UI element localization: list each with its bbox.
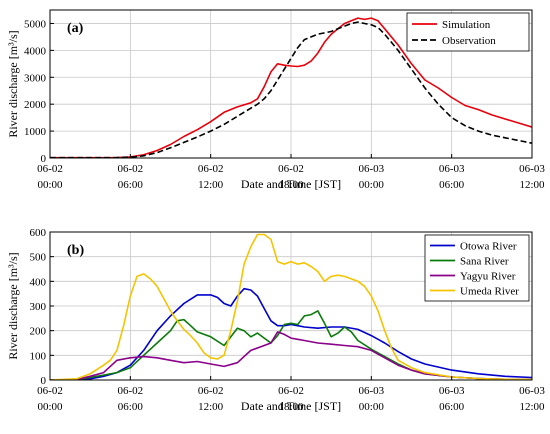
panel-b: 0 100 200 300 400 500 600 06-02 00:00 06-02 06:00 0… bbox=[6, 227, 545, 413]
x-tick-time: 00:00 bbox=[37, 401, 63, 413]
legend-label: Simulation bbox=[442, 19, 491, 31]
legend-label: Otowa River bbox=[460, 241, 517, 253]
x-tick-time: 12:00 bbox=[198, 401, 224, 413]
x-tick-date: 06-02 bbox=[117, 385, 143, 397]
x-tick-date: 06-03 bbox=[519, 385, 545, 397]
y-tick-label: 100 bbox=[30, 350, 47, 362]
legend: Simulation Observation bbox=[406, 12, 530, 52]
x-tick-date: 06-02 bbox=[37, 163, 63, 175]
x-tick-date: 06-02 bbox=[37, 385, 63, 397]
y-tick-label: 1000 bbox=[24, 126, 47, 138]
legend-box bbox=[406, 12, 530, 52]
x-tick-time: 00:00 bbox=[359, 401, 385, 413]
y-tick-label: 500 bbox=[30, 252, 47, 264]
x-axis-label: Date and Time [JST] bbox=[241, 399, 341, 413]
series-line-sana-river bbox=[50, 310, 532, 380]
series-line-otowa-river bbox=[50, 287, 532, 380]
x-axis-label: Date and Time [JST] bbox=[241, 177, 341, 191]
y-tick-label: 300 bbox=[30, 301, 47, 313]
series-line-observation bbox=[50, 21, 532, 158]
panel-label: (a) bbox=[67, 21, 84, 36]
panel-a: 0 1000 2000 3000 4000 5000 06-02 00:00 06-02 06:0… bbox=[6, 9, 545, 191]
y-axis-label: River discharge [m³/s] bbox=[6, 252, 20, 359]
legend: Otowa River Sana River Yagyu River Umeda Ri… bbox=[424, 234, 530, 302]
x-tick-date: 06-03 bbox=[439, 163, 465, 175]
legend-label: Yagyu River bbox=[460, 271, 516, 283]
x-tick-time: 06:00 bbox=[439, 401, 465, 413]
y-axis-label: River discharge [m³/s] bbox=[6, 30, 20, 137]
x-tick-date: 06-02 bbox=[278, 163, 304, 175]
x-tick-time: 18:00 bbox=[278, 401, 304, 413]
x-tick-time: 12:00 bbox=[519, 179, 545, 191]
y-tick-label: 600 bbox=[30, 227, 47, 239]
y-tick-label: 400 bbox=[30, 276, 47, 288]
y-tick-label: 0 bbox=[41, 375, 47, 387]
x-tick-date: 06-03 bbox=[358, 385, 384, 397]
x-tick-date: 06-02 bbox=[198, 163, 224, 175]
x-tick-date: 06-03 bbox=[358, 163, 384, 175]
series-line-umeda-river bbox=[50, 233, 532, 380]
x-tick-date: 06-02 bbox=[198, 385, 224, 397]
x-tick-time: 06:00 bbox=[118, 179, 144, 191]
x-tick-time: 12:00 bbox=[519, 401, 545, 413]
legend-label: Observation bbox=[442, 35, 496, 47]
x-tick-time: 18:00 bbox=[278, 179, 304, 191]
y-tick-label: 200 bbox=[30, 326, 47, 338]
x-tick-time: 06:00 bbox=[118, 401, 144, 413]
series-line-simulation bbox=[50, 17, 532, 158]
panel-label: (b) bbox=[67, 243, 84, 258]
x-tick-time: 00:00 bbox=[359, 179, 385, 191]
x-tick-date: 06-02 bbox=[278, 385, 304, 397]
x-tick-date: 06-03 bbox=[519, 163, 545, 175]
y-tick-label: 5000 bbox=[24, 18, 47, 30]
x-tick-time: 06:00 bbox=[439, 179, 465, 191]
legend-label: Umeda River bbox=[460, 286, 519, 298]
x-tick-time: 12:00 bbox=[198, 179, 224, 191]
x-tick-date: 06-02 bbox=[117, 163, 143, 175]
y-tick-label: 3000 bbox=[24, 72, 47, 84]
x-tick-time: 00:00 bbox=[37, 179, 63, 191]
series-line-yagyu-river bbox=[50, 331, 532, 380]
y-tick-label: 0 bbox=[41, 153, 47, 165]
legend-label: Sana River bbox=[460, 256, 509, 268]
y-tick-label: 4000 bbox=[24, 45, 47, 57]
x-tick-date: 06-03 bbox=[439, 385, 465, 397]
y-tick-label: 2000 bbox=[24, 99, 47, 111]
